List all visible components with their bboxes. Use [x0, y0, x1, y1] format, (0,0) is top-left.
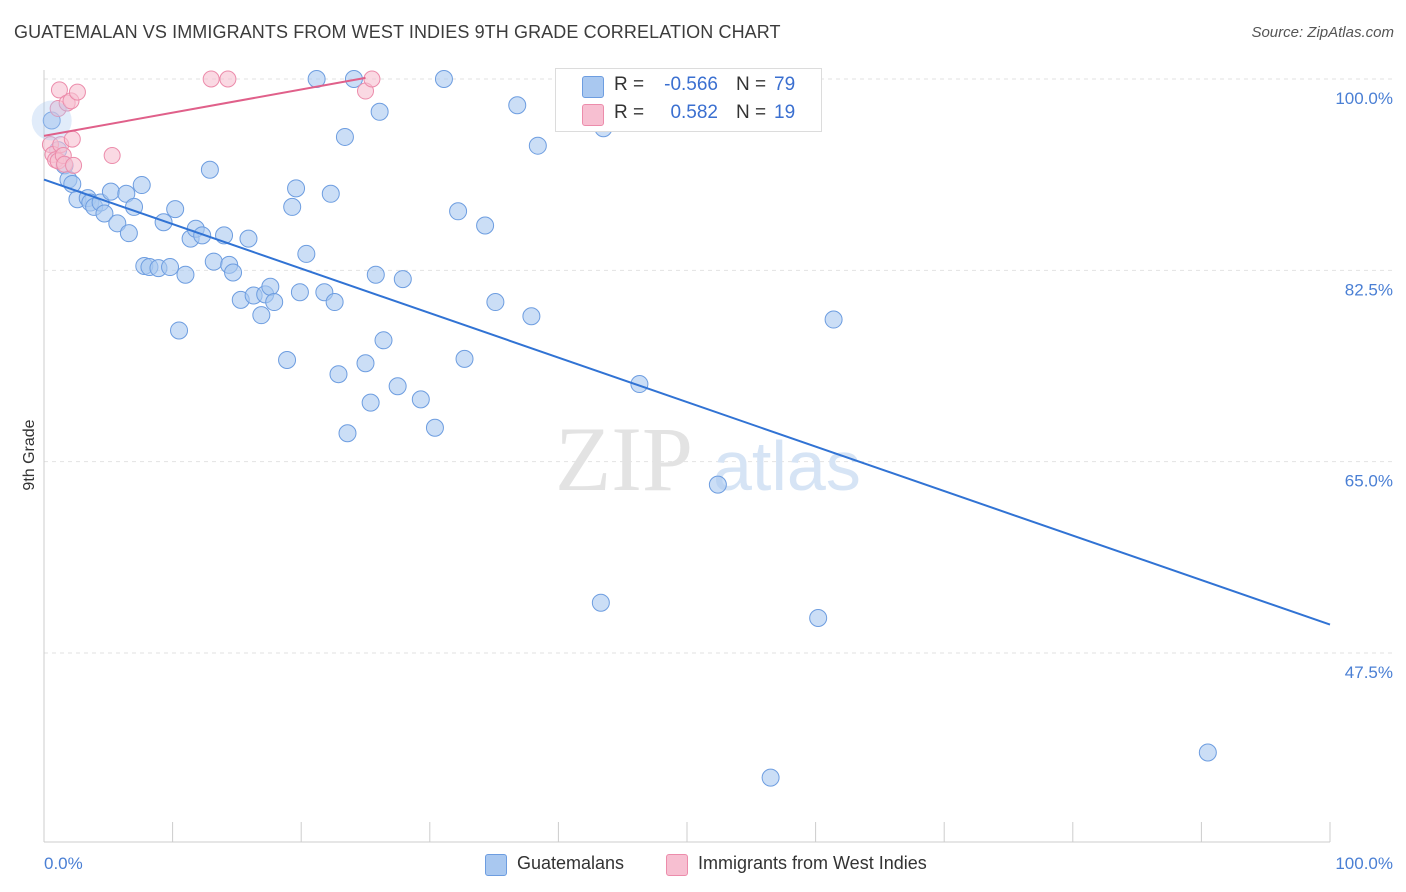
legend-swatch-guatemalans: [582, 76, 604, 98]
trend-lines: [43, 76, 1331, 626]
legend-n-label: N =: [736, 74, 767, 95]
guatemalans-point: [154, 213, 173, 232]
west-indies-point: [363, 70, 381, 88]
guatemalans-point: [108, 214, 127, 233]
guatemalans-point: [287, 179, 306, 198]
guatemalans-point: [338, 424, 357, 443]
guatemalans-point: [528, 136, 547, 155]
guatemalans-point: [761, 768, 780, 787]
y-tick-label: 65.0%: [1345, 472, 1393, 491]
guatemalans-point: [630, 375, 649, 394]
guatemalans-point: [265, 293, 284, 312]
legend-swatch-west-indies: [582, 104, 604, 126]
guatemalans-point: [366, 265, 385, 284]
legend-n-value: 79: [774, 74, 796, 95]
legend-label-guatemalans: Guatemalans: [517, 853, 625, 873]
legend-label-west-indies: Immigrants from West Indies: [698, 853, 927, 873]
guatemalans-point: [370, 102, 389, 121]
guatemalans-point: [411, 390, 430, 409]
watermark: ZIP atlas: [555, 408, 861, 510]
guatemalans-point: [239, 229, 258, 248]
guatemalans-point: [591, 593, 610, 612]
guatemalans-point: [252, 306, 271, 325]
guatemalans-point: [425, 418, 444, 437]
legend-row-guatemalans: R = -0.566 N = 79: [556, 72, 821, 100]
guatemalans-point: [708, 475, 727, 494]
legend-swatch-guatemalans: [485, 854, 507, 876]
guatemalans-point: [101, 182, 120, 201]
legend-r-label: R =: [614, 74, 645, 95]
west-indies-point: [50, 81, 68, 99]
guatemalans-point: [176, 265, 195, 284]
guatemalans-point: [325, 293, 344, 312]
y-tick-label: 100.0%: [1335, 89, 1393, 108]
guatemalans-point: [335, 127, 354, 146]
correlation-legend: R = -0.566 N = 79 R = 0.582 N = 19: [555, 68, 822, 132]
west-indies-point: [202, 70, 220, 88]
axis-labels: 100.0% 82.5% 65.0% 47.5% 0.0% 100.0% 9th Grade: [21, 89, 1393, 873]
guatemalans-point: [374, 331, 393, 350]
guatemalans-point: [809, 609, 828, 628]
guatemalans-point: [434, 70, 453, 88]
guatemalans-point: [170, 321, 189, 340]
x-tick-label-max: 100.0%: [1335, 854, 1393, 873]
grid-lines: [44, 78, 1395, 654]
guatemalans-trend-line: [43, 178, 1331, 626]
guatemalans-point: [486, 293, 505, 312]
guatemalans-point: [393, 270, 412, 289]
guatemalans-point: [95, 204, 114, 223]
legend-r-value: -0.566: [664, 74, 718, 95]
watermark-zip: ZIP: [555, 408, 693, 510]
guatemalans-point: [261, 277, 280, 296]
guatemalans-point: [824, 310, 843, 329]
west-indies-point: [219, 70, 237, 88]
guatemalans-point: [200, 160, 219, 179]
legend-n-value: 19: [774, 102, 796, 123]
chart-title: GUATEMALAN VS IMMIGRANTS FROM WEST INDIE…: [14, 22, 781, 42]
series-legend: Guatemalans Immigrants from West Indies: [0, 852, 1406, 878]
source-label: Source: ZipAtlas.com: [1251, 24, 1394, 41]
watermark-atlas: atlas: [713, 427, 861, 505]
west-indies-point: [68, 83, 86, 101]
y-tick-label: 82.5%: [1345, 280, 1393, 299]
guatemalans-point: [161, 258, 180, 277]
y-axis-title: 9th Grade: [21, 419, 38, 490]
guatemalans-point: [329, 365, 348, 384]
legend-r-label: R =: [614, 102, 645, 123]
guatemalans-point: [224, 263, 243, 282]
guatemalans-point: [297, 244, 316, 263]
guatemalans-point: [508, 96, 527, 115]
legend-n-label: N =: [736, 102, 767, 123]
legend-r-value: 0.582: [670, 102, 718, 123]
guatemalans-point: [356, 354, 375, 373]
legend-swatch-west-indies: [666, 854, 688, 876]
guatemalans-point: [449, 202, 468, 221]
legend-row-west-indies: R = 0.582 N = 19: [556, 100, 821, 128]
guatemalans-cluster-point: [31, 100, 72, 141]
west-indies-point: [65, 156, 83, 174]
guatemalans-point: [476, 216, 495, 235]
guatemalans-point: [119, 224, 138, 243]
guatemalans-point: [290, 283, 309, 302]
guatemalans-point: [283, 197, 302, 216]
y-tick-label: 47.5%: [1345, 663, 1393, 682]
axes: [43, 70, 1331, 843]
west-indies-trend-line: [43, 76, 366, 137]
guatemalans-point: [321, 184, 340, 203]
x-tick-label-min: 0.0%: [44, 854, 83, 873]
guatemalans-point: [132, 176, 151, 195]
guatemalans-point: [455, 349, 474, 368]
guatemalans-point: [361, 393, 380, 412]
guatemalans-point: [204, 252, 223, 271]
data-points: [31, 70, 1217, 787]
west-indies-point: [103, 147, 121, 165]
guatemalans-point: [278, 350, 297, 369]
guatemalans-point: [1198, 743, 1217, 762]
guatemalans-point: [522, 307, 541, 326]
guatemalans-point: [388, 377, 407, 396]
guatemalans-point: [166, 200, 185, 219]
